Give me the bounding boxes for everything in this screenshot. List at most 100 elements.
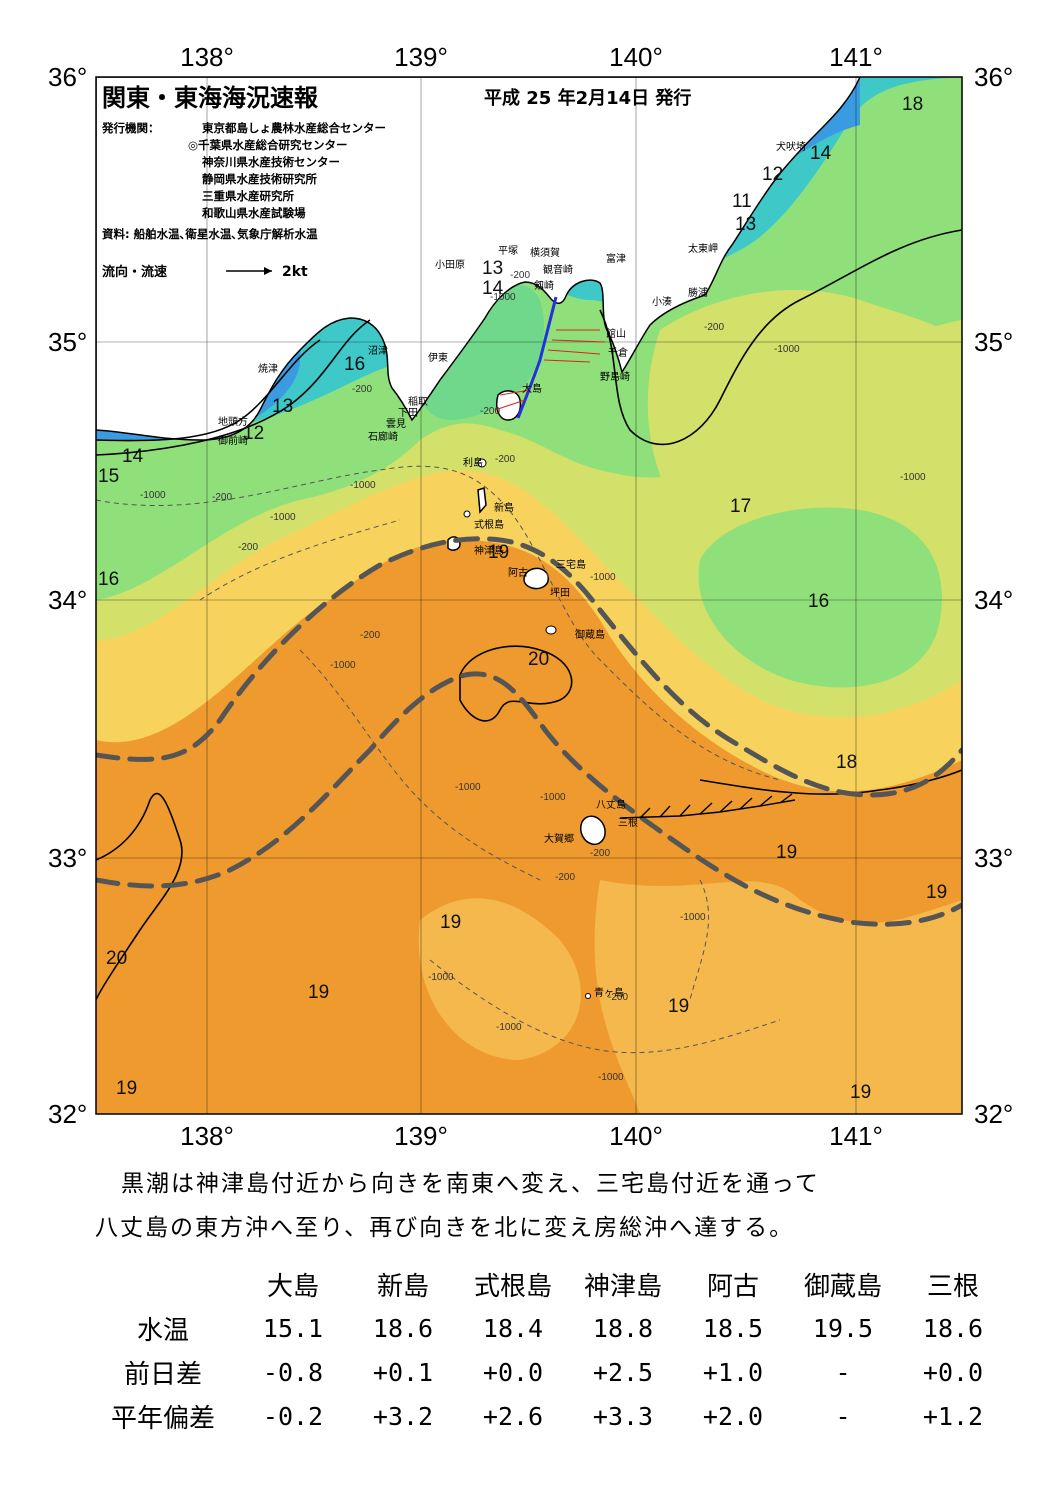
- place-label: 千倉: [608, 346, 628, 359]
- place-label: 御蔵島: [575, 628, 605, 641]
- place-label: 八丈島: [596, 798, 626, 811]
- isotherm-label: 15: [98, 466, 119, 487]
- lat-label-right: 35°: [974, 327, 1013, 357]
- table-cell: +2.0: [702, 1401, 764, 1431]
- place-label: 沼津: [368, 344, 388, 357]
- isotherm-labels: 18 14 12 11 13 13 14 16 13 12 14 15 16 1…: [98, 94, 947, 1103]
- isotherm-label: 13: [272, 396, 293, 417]
- place-label: 下田: [398, 408, 418, 419]
- place-label: 新島: [494, 501, 514, 514]
- island-mikurajima: [545, 625, 557, 635]
- lat-label-right: 33°: [974, 843, 1013, 873]
- table-cell: +0.0: [922, 1357, 984, 1387]
- table-cell: +3.2: [372, 1401, 434, 1431]
- place-label: 三根: [618, 816, 638, 829]
- isotherm-label: 11: [732, 191, 752, 212]
- place-label: 大賀郷: [544, 832, 574, 845]
- depth-label: -1000: [350, 480, 376, 491]
- legend-label: 流向・流速: [102, 264, 167, 280]
- flow-vectors-sagami: [494, 329, 606, 411]
- isotherm-label: 19: [440, 912, 461, 933]
- description-line: 黒潮は神津島付近から向きを南東へ変え、三宅島付近を通って: [121, 1171, 820, 1197]
- description: 黒潮は神津島付近から向きを南東へ変え、三宅島付近を通って 八丈島の東方沖へ至り、…: [95, 1162, 995, 1250]
- depth-label: -200: [360, 630, 380, 641]
- table-cell: 15.1: [262, 1313, 324, 1343]
- place-label: 式根島: [474, 518, 504, 531]
- map-frame: [95, 76, 963, 1115]
- island-aogashima: [585, 993, 591, 999]
- island-niijima: [477, 486, 487, 514]
- table-cell: 18.4: [482, 1313, 544, 1343]
- isotherm-label: 18: [902, 94, 923, 115]
- lon-label-bottom: 141°: [829, 1121, 883, 1151]
- place-label: 焼津: [258, 363, 278, 375]
- isotherm-label: 12: [243, 423, 264, 444]
- map-title: 関東・東海海況速報: [102, 84, 319, 112]
- place-label: 青ヶ島: [594, 986, 624, 999]
- table-row: 水温 15.1 18.6 18.4 18.8 18.5 19.5 18.6: [88, 1306, 1008, 1350]
- place-label: 剱崎: [534, 279, 554, 292]
- lon-labels-bottom: 138° 139° 140° 141°: [180, 1121, 883, 1151]
- lon-label-top: 138°: [180, 42, 234, 72]
- issue-date: 平成 25 年2月14日 発行: [484, 87, 691, 109]
- place-label: 坪田: [550, 586, 570, 599]
- issuer-item: ◎千葉県水産総合研究センター: [188, 138, 348, 152]
- depth-label: -1000: [774, 344, 800, 355]
- lat-label-left: 32°: [48, 1099, 87, 1129]
- sea-temperature-map: 138° 139° 140° 141° 138° 139° 140° 141° …: [48, 42, 1013, 1151]
- depth-label: -200: [480, 406, 500, 417]
- isotherm-label: 19: [850, 1082, 871, 1103]
- depth-contours: [96, 465, 781, 1054]
- table-cell: +2.6: [482, 1401, 544, 1431]
- place-label: 野島崎: [600, 370, 630, 383]
- depth-label: -1000: [900, 472, 926, 483]
- place-label: 御前崎: [218, 434, 248, 447]
- table-cell: 18.5: [702, 1313, 764, 1343]
- station-temperature-table: 大島 新島 式根島 神津島 阿古 御蔵島 三根 水温 15.1 18.6 18.…: [88, 1262, 1008, 1438]
- table-row: 平年偏差 -0.2 +3.2 +2.6 +3.3 +2.0 - +1.2: [88, 1394, 1008, 1438]
- place-label: 利島: [463, 456, 483, 469]
- isotherm-label: 19: [308, 982, 329, 1003]
- place-label: 観音崎: [543, 263, 573, 276]
- place-label: 稲取: [408, 396, 428, 408]
- isotherm-label: 14: [482, 278, 504, 299]
- place-names: 犬吠埼 太東岬 勝浦 小湊 富津 横須賀 観音崎 平塚 小田原 剱崎 館山 千倉…: [218, 140, 806, 999]
- lat-label-left: 33°: [48, 843, 87, 873]
- depth-label: -1000: [540, 792, 566, 803]
- legend-arrowhead: [264, 267, 272, 275]
- depth-label: -200: [704, 322, 724, 333]
- lat-label-right: 36°: [974, 62, 1013, 92]
- isotherm-cell-16-offshore: [698, 507, 942, 688]
- lat-labels-left: 36° 35° 34° 33° 32°: [48, 62, 87, 1129]
- kuroshio-axis: [96, 536, 962, 927]
- isotherm-label: 16: [808, 591, 829, 612]
- lon-labels-top: 138° 139° 140° 141°: [180, 42, 883, 72]
- row-label: 前日差: [123, 1359, 202, 1390]
- lon-label-top: 139°: [394, 42, 448, 72]
- table-cell: +3.3: [592, 1401, 654, 1431]
- depth-label: -200: [608, 992, 628, 1003]
- lat-labels-right: 36° 35° 34° 33° 32°: [974, 62, 1013, 1129]
- issuer-item: 神奈川県水産技術センター: [202, 155, 340, 169]
- place-label: 太東岬: [688, 242, 718, 255]
- isotherm-zone-17-offshore: [647, 290, 962, 540]
- island-shikinejima: [463, 510, 471, 518]
- table-row: 前日差 -0.8 +0.1 +0.0 +2.5 +1.0 - +0.0: [88, 1350, 1008, 1394]
- isotherm-label: 19: [926, 882, 947, 903]
- table-cell: -0.2: [262, 1401, 324, 1431]
- isotherm-label: 13: [735, 214, 756, 235]
- data-source: 資料: 船舶水温､衛星水温､気象庁解析水温: [102, 227, 318, 241]
- depth-label: -1000: [490, 292, 516, 303]
- place-label: 富津: [606, 252, 626, 265]
- isotherm-label: 12: [762, 164, 783, 185]
- depth-label: -200: [590, 848, 610, 859]
- issuer-item: 静岡県水産技術研究所: [202, 172, 317, 186]
- table-cell: +2.5: [592, 1357, 654, 1387]
- row-label: 水温: [136, 1315, 189, 1346]
- place-label: 雲見: [386, 418, 406, 430]
- table-cell: +1.0: [702, 1357, 764, 1387]
- isotherm-label: 14: [122, 446, 144, 467]
- table-cell: +0.1: [372, 1357, 434, 1387]
- column-header: 式根島: [473, 1271, 552, 1302]
- graticule: [96, 77, 962, 1114]
